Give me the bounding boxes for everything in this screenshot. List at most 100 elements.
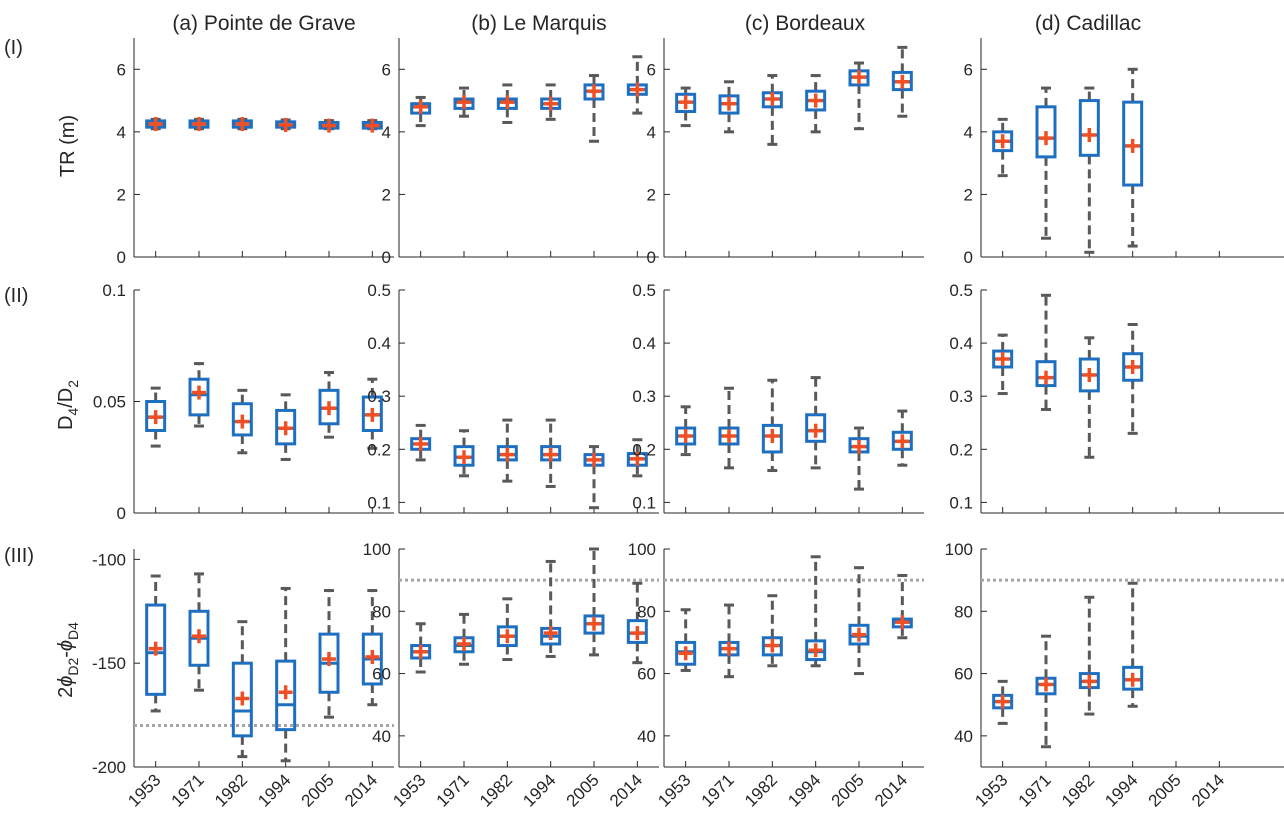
x-tick-label: 1982: [211, 770, 251, 810]
y-axis-label-ratio: D4/D2: [55, 380, 81, 430]
iqr-box: [1035, 360, 1057, 388]
y-tick-label: 6: [647, 60, 656, 79]
box-2014: [626, 55, 648, 115]
box-1994: [1122, 323, 1144, 435]
y-tick-label: 0.3: [632, 387, 656, 406]
column-title-b: (b) Le Marquis: [471, 12, 606, 35]
box-2014: [891, 573, 913, 640]
box-2014: [626, 581, 648, 665]
y-tick-label: 4: [382, 123, 391, 142]
y-tick-label: 0: [647, 248, 656, 267]
y-tick-label: 4: [647, 123, 656, 142]
box-1994: [805, 555, 827, 668]
x-tick-label: 1953: [124, 770, 164, 810]
x-tick-label: 1994: [1101, 770, 1141, 810]
iqr-box: [188, 377, 210, 417]
box-2005: [318, 371, 340, 439]
box-2014: [891, 45, 913, 118]
box-1971: [1035, 86, 1057, 240]
y-tick-label: -100: [92, 550, 126, 569]
y-tick-label: 2: [647, 185, 656, 204]
iqr-box: [626, 619, 648, 644]
box-1994: [1122, 67, 1144, 248]
box-1953: [145, 386, 167, 448]
column-titles: (a) Pointe de Grave (b) Le Marquis (c) B…: [172, 12, 1141, 35]
svg-text:D4/D2: D4/D2: [55, 380, 81, 430]
iqr-box: [805, 639, 827, 662]
box-1971: [188, 362, 210, 428]
box-1994: [805, 376, 827, 470]
iqr-box: [848, 623, 870, 646]
y-tick-label: 60: [954, 665, 973, 684]
box-2005: [583, 74, 605, 143]
y-tick-label: 0.1: [632, 493, 656, 512]
column-title-d: (d) Cadillac: [1035, 12, 1141, 35]
row-label-2: (II): [4, 285, 28, 307]
box-1982: [231, 388, 253, 455]
x-tick-label: 2014: [1188, 770, 1228, 810]
x-tick-label: 1994: [784, 770, 824, 810]
panel-9: 40 60 80 100 1953 1971 1982 1994 2005 2014: [363, 540, 659, 811]
box-1971: [453, 429, 475, 478]
box-1953: [992, 117, 1014, 178]
row-label-1: (I): [4, 37, 23, 59]
y-tick-label: 80: [637, 602, 656, 621]
x-tick-label: 2005: [563, 770, 603, 810]
box-1953: [145, 117, 167, 132]
box-1982: [496, 418, 518, 483]
x-tick-label: 2005: [298, 770, 338, 810]
y-tick-label: 60: [372, 665, 391, 684]
y-tick-label: 2: [382, 185, 391, 204]
x-tick-label: 2014: [341, 770, 381, 810]
box-1994: [275, 586, 297, 763]
panel-7: 0.1 0.2 0.3 0.4 0.5: [949, 281, 1284, 514]
box-1994: [540, 418, 562, 488]
x-tick-label: 1982: [741, 770, 781, 810]
box-1971: [718, 603, 740, 679]
panel-2: 0 2 4 6: [647, 38, 924, 267]
box-1953: [675, 608, 697, 672]
panel-1: 0 2 4 6: [382, 38, 659, 267]
x-tick-label: 1971: [1015, 770, 1055, 810]
iqr-box: [231, 402, 253, 437]
panel-8: -200 -150 -100 1953 1971 1982 1994 2005 2014: [92, 549, 394, 811]
box-2005: [583, 445, 605, 510]
box-2014: [361, 118, 383, 133]
box-1971: [453, 612, 475, 666]
x-tick-label: 1994: [254, 770, 294, 810]
x-tick-label: 1953: [971, 770, 1011, 810]
y-tick-label: 40: [637, 727, 656, 746]
x-tick-label: 1994: [519, 770, 559, 810]
box-1994: [540, 83, 562, 121]
y-tick-label: -150: [92, 654, 126, 673]
box-1953: [410, 423, 432, 462]
y-tick-label: 0.2: [949, 440, 973, 459]
box-1982: [231, 620, 253, 759]
x-tick-label: 2005: [1145, 770, 1185, 810]
box-1971: [1035, 634, 1057, 749]
y-axis-labels: TR (m) D4/D2 2ϕD2-ϕD4: [55, 115, 81, 698]
box-1994: [275, 393, 297, 461]
box-1971: [188, 117, 210, 132]
iqr-box: [145, 603, 167, 696]
y-tick-label: 0.4: [632, 334, 656, 353]
box-1994: [1122, 581, 1144, 708]
box-1953: [410, 95, 432, 128]
box-1953: [145, 574, 167, 713]
y-tick-label: 0.05: [93, 393, 126, 412]
x-tick-label: 2014: [606, 770, 646, 810]
box-1953: [410, 622, 432, 674]
column-title-a: (a) Pointe de Grave: [172, 12, 355, 35]
box-1971: [188, 572, 210, 692]
y-tick-label: 0: [117, 504, 126, 523]
box-1982: [761, 594, 783, 668]
box-1982: [231, 117, 253, 132]
y-tick-label: 60: [637, 665, 656, 684]
panel-5: 0.1 0.2 0.3 0.4 0.5: [367, 281, 659, 514]
box-1982: [1078, 86, 1100, 254]
y-tick-label: 100: [363, 540, 391, 559]
box-2005: [848, 426, 870, 491]
y-tick-label: 100: [945, 540, 973, 559]
box-1982: [496, 597, 518, 662]
